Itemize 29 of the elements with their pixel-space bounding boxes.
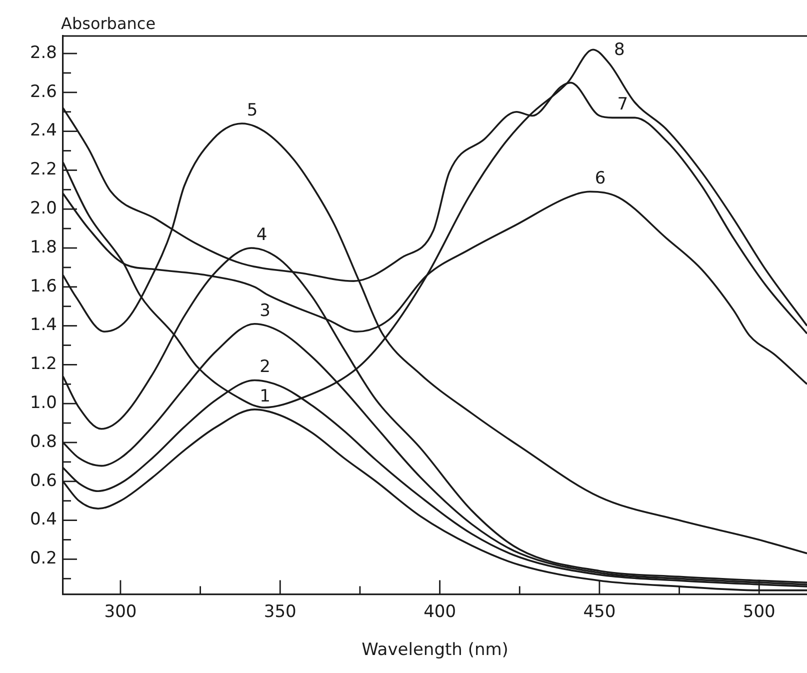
y-tick-label: 2.4: [30, 120, 57, 141]
y-tick-label: 2.8: [30, 42, 57, 63]
y-tick-label: 0.2: [30, 548, 57, 569]
annotation: 7: [617, 94, 628, 115]
y-tick-label: 2.0: [30, 198, 57, 219]
y-tick-label: 0.4: [30, 510, 57, 530]
annotation: 8: [614, 40, 625, 60]
y-tick-label: 2.6: [30, 82, 57, 102]
annotation: 2: [260, 357, 270, 378]
annotation: 3: [260, 300, 270, 321]
annotation: 4: [256, 224, 268, 245]
y-axis-title: Absorbance: [61, 14, 156, 34]
x-tick-label: 500: [742, 602, 776, 622]
y-tick-label: 1.8: [30, 237, 57, 258]
x-tick-label: 350: [264, 602, 296, 622]
y-tick-label: 1.2: [30, 354, 57, 374]
annotation: 5: [246, 100, 258, 120]
y-tick-label: 1.0: [30, 393, 57, 414]
annotation: 1: [260, 386, 270, 406]
x-tick-label: 300: [104, 602, 137, 622]
x-axis-title: Wavelength (nm): [362, 640, 508, 660]
x-tick-label: 450: [583, 602, 616, 622]
y-tick-label: 2.2: [30, 160, 57, 180]
x-tick-label: 400: [424, 602, 456, 622]
y-tick-label: 1.4: [30, 315, 57, 336]
y-tick-label: 0.8: [30, 432, 57, 452]
y-tick-label: 0.6: [30, 470, 57, 491]
annotation: 6: [594, 168, 606, 189]
y-tick-label: 1.6: [30, 276, 57, 296]
